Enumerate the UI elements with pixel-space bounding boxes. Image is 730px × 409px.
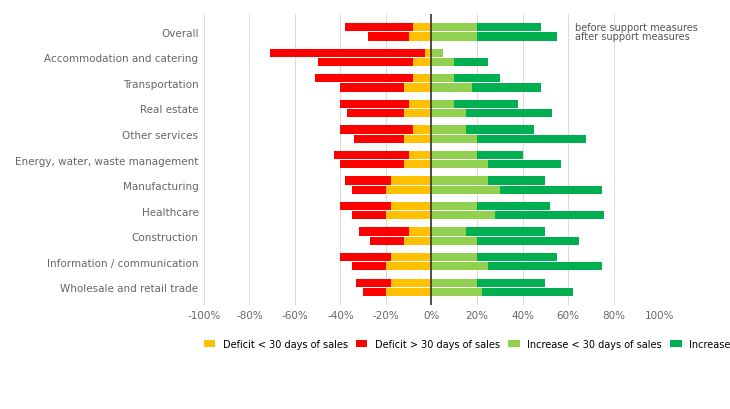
Bar — [270, 49, 425, 58]
Bar — [431, 177, 488, 185]
Bar — [454, 101, 518, 109]
Bar — [404, 161, 431, 169]
Text: before support measures: before support measures — [575, 23, 698, 33]
Bar — [391, 177, 431, 185]
Legend: Deficit < 30 days of sales, Deficit > 30 days of sales, Increase < 30 days of sa: Deficit < 30 days of sales, Deficit > 30… — [200, 335, 730, 353]
Bar — [409, 228, 431, 236]
Bar — [488, 161, 561, 169]
Bar — [477, 135, 586, 144]
Bar — [404, 237, 431, 245]
Bar — [386, 186, 431, 194]
Bar — [340, 202, 391, 211]
Bar — [431, 135, 477, 144]
Bar — [340, 161, 404, 169]
Bar — [431, 186, 500, 194]
Bar — [477, 254, 557, 262]
Bar — [431, 288, 482, 296]
Bar — [482, 288, 572, 296]
Bar — [404, 135, 431, 144]
Bar — [477, 279, 545, 287]
Text: after support measures: after support measures — [575, 32, 690, 43]
Bar — [500, 186, 602, 194]
Bar — [477, 24, 541, 32]
Bar — [413, 75, 431, 83]
Bar — [477, 151, 523, 160]
Bar — [431, 49, 443, 58]
Bar — [409, 151, 431, 160]
Bar — [391, 279, 431, 287]
Bar — [477, 33, 557, 41]
Bar — [409, 101, 431, 109]
Bar — [315, 75, 413, 83]
Bar — [431, 211, 495, 220]
Bar — [413, 59, 431, 67]
Bar — [345, 177, 391, 185]
Bar — [488, 177, 545, 185]
Bar — [404, 84, 431, 92]
Bar — [340, 101, 409, 109]
Bar — [318, 59, 413, 67]
Bar — [356, 279, 391, 287]
Bar — [334, 151, 409, 160]
Bar — [340, 126, 413, 134]
Bar — [431, 202, 477, 211]
Bar — [431, 263, 488, 271]
Bar — [431, 110, 466, 118]
Bar — [386, 263, 431, 271]
Bar — [431, 84, 472, 92]
Bar — [431, 126, 466, 134]
Bar — [352, 263, 386, 271]
Bar — [431, 279, 477, 287]
Bar — [345, 24, 413, 32]
Bar — [431, 24, 477, 32]
Bar — [477, 237, 580, 245]
Bar — [466, 228, 545, 236]
Bar — [431, 237, 477, 245]
Bar — [454, 75, 500, 83]
Bar — [431, 161, 488, 169]
Bar — [340, 84, 404, 92]
Bar — [347, 110, 404, 118]
Bar — [364, 288, 386, 296]
Bar — [358, 228, 409, 236]
Bar — [472, 84, 541, 92]
Bar — [431, 151, 477, 160]
Bar — [425, 49, 431, 58]
Bar — [431, 254, 477, 262]
Bar — [488, 263, 602, 271]
Bar — [352, 186, 386, 194]
Bar — [431, 75, 454, 83]
Bar — [413, 126, 431, 134]
Bar — [386, 211, 431, 220]
Bar — [352, 211, 386, 220]
Bar — [431, 33, 477, 41]
Bar — [431, 228, 466, 236]
Bar — [386, 288, 431, 296]
Bar — [477, 202, 550, 211]
Bar — [466, 110, 552, 118]
Bar — [431, 59, 454, 67]
Bar — [495, 211, 604, 220]
Bar — [391, 254, 431, 262]
Bar — [409, 33, 431, 41]
Bar — [466, 126, 534, 134]
Bar — [354, 135, 404, 144]
Bar — [454, 59, 488, 67]
Bar — [340, 254, 391, 262]
Bar — [431, 101, 454, 109]
Bar — [404, 110, 431, 118]
Bar — [391, 202, 431, 211]
Bar — [370, 237, 404, 245]
Bar — [368, 33, 409, 41]
Bar — [413, 24, 431, 32]
